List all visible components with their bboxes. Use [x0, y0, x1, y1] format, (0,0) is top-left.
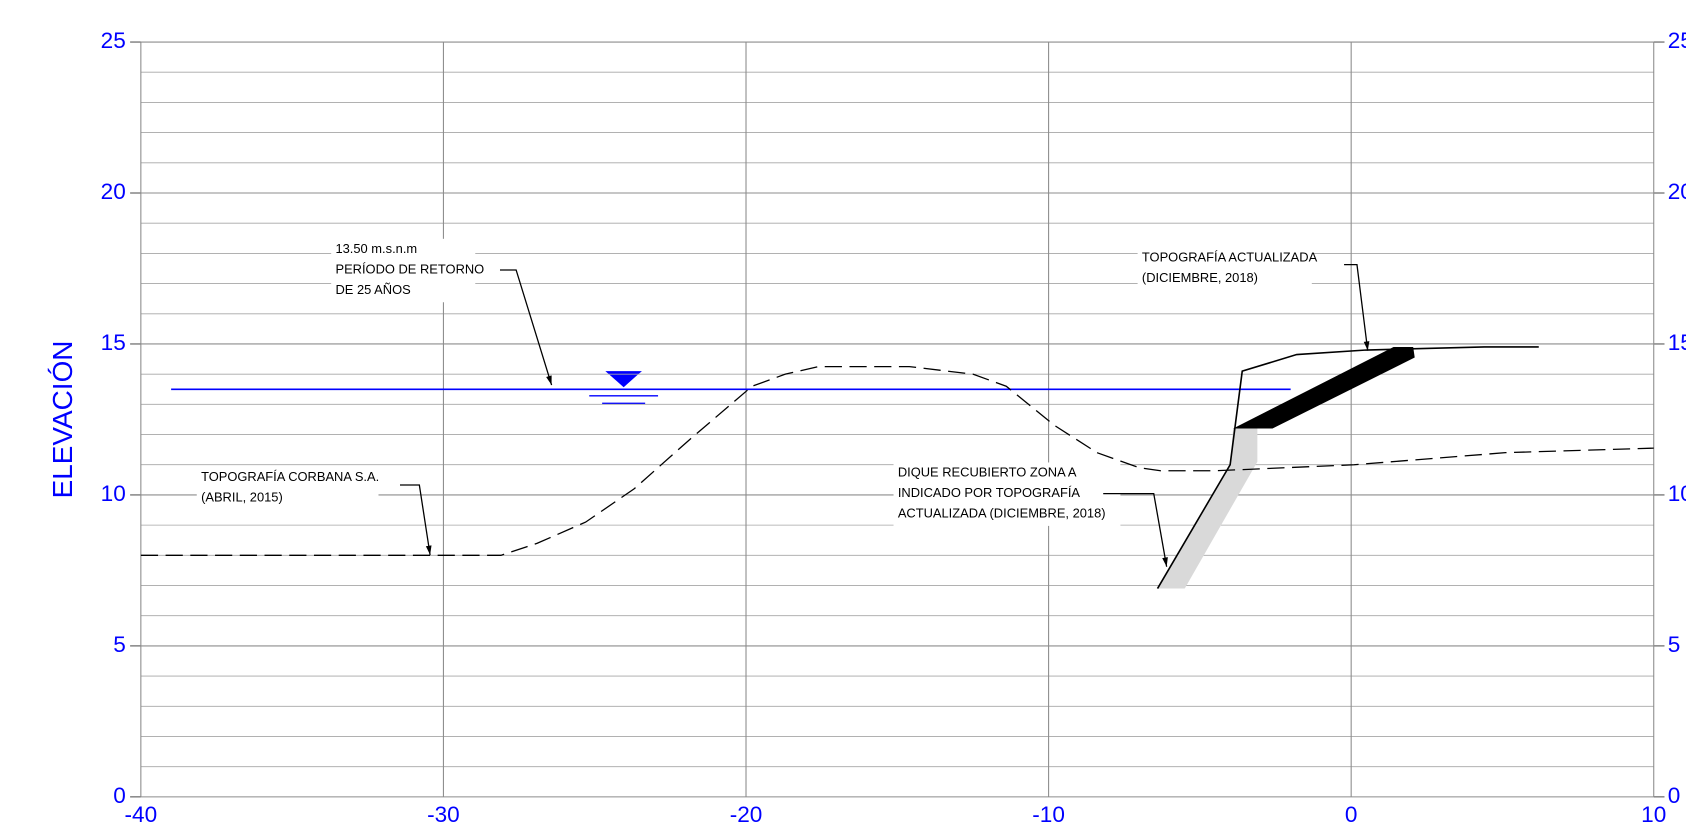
x-tick-label: -20 [730, 802, 763, 826]
fill-shape [1233, 346, 1415, 429]
y2-tick-label: 10 [1668, 481, 1686, 506]
y-axis-label: ELEVACIÓN [47, 341, 78, 499]
annotation-text: DIQUE RECUBIERTO ZONA A [898, 465, 1077, 480]
annotation-text: TOPOGRAFÍA CORBANA S.A. [201, 469, 379, 484]
y-tick-label: 5 [113, 632, 126, 657]
series-line [1156, 346, 1539, 589]
y2-tick-label: 20 [1668, 179, 1686, 204]
annotation-bg [196, 466, 379, 510]
series-line [140, 365, 1654, 556]
plot-area: 00551010151520202525-40-30-20-1001013.50… [101, 28, 1686, 826]
leader-arrow [1363, 341, 1370, 351]
y-tick-label: 25 [101, 28, 126, 53]
annotation-bg [331, 238, 476, 303]
annotation-text: DE 25 AÑOS [335, 282, 410, 297]
leader-line [1344, 263, 1369, 351]
leader-arrow [1162, 557, 1168, 567]
x-tick-label: -10 [1032, 802, 1065, 826]
annotation-bg [893, 462, 1121, 526]
x-tick-label: 10 [1641, 802, 1666, 826]
annotation-text: TOPOGRAFÍA ACTUALIZADA [1142, 250, 1318, 265]
y-tick-label: 0 [113, 783, 126, 808]
y2-tick-label: 0 [1668, 783, 1681, 808]
leader-line [1103, 492, 1168, 567]
annotation-text: (ABRIL, 2015) [201, 489, 283, 504]
water-triangle [605, 371, 642, 388]
y-tick-label: 15 [101, 330, 126, 355]
annotation-text: INDICADO POR TOPOGRAFÍA [898, 485, 1081, 500]
leader-arrow [546, 375, 552, 386]
x-tick-label: -40 [125, 802, 158, 826]
y2-tick-label: 5 [1668, 632, 1681, 657]
x-tick-label: 0 [1345, 802, 1358, 826]
leader-arrow [425, 545, 432, 555]
water-symbol [589, 371, 659, 404]
annotation-text: 13.50 m.s.n.m [335, 241, 417, 256]
annotation-text: (DICIEMBRE, 2018) [1142, 270, 1258, 285]
leader-line [499, 269, 553, 386]
annotation-text: PERÍODO DE RETORNO [335, 261, 484, 276]
y2-tick-label: 25 [1668, 28, 1686, 53]
y2-tick-label: 15 [1668, 330, 1686, 355]
fill-shape [1157, 428, 1258, 589]
x-tick-label: -30 [427, 802, 460, 826]
annotation-text: ACTUALIZADA (DICIEMBRE, 2018) [898, 505, 1106, 520]
annotation-bg [1137, 247, 1312, 291]
leader-line [399, 484, 431, 556]
y-tick-label: 10 [101, 481, 126, 506]
y-tick-label: 20 [101, 179, 126, 204]
